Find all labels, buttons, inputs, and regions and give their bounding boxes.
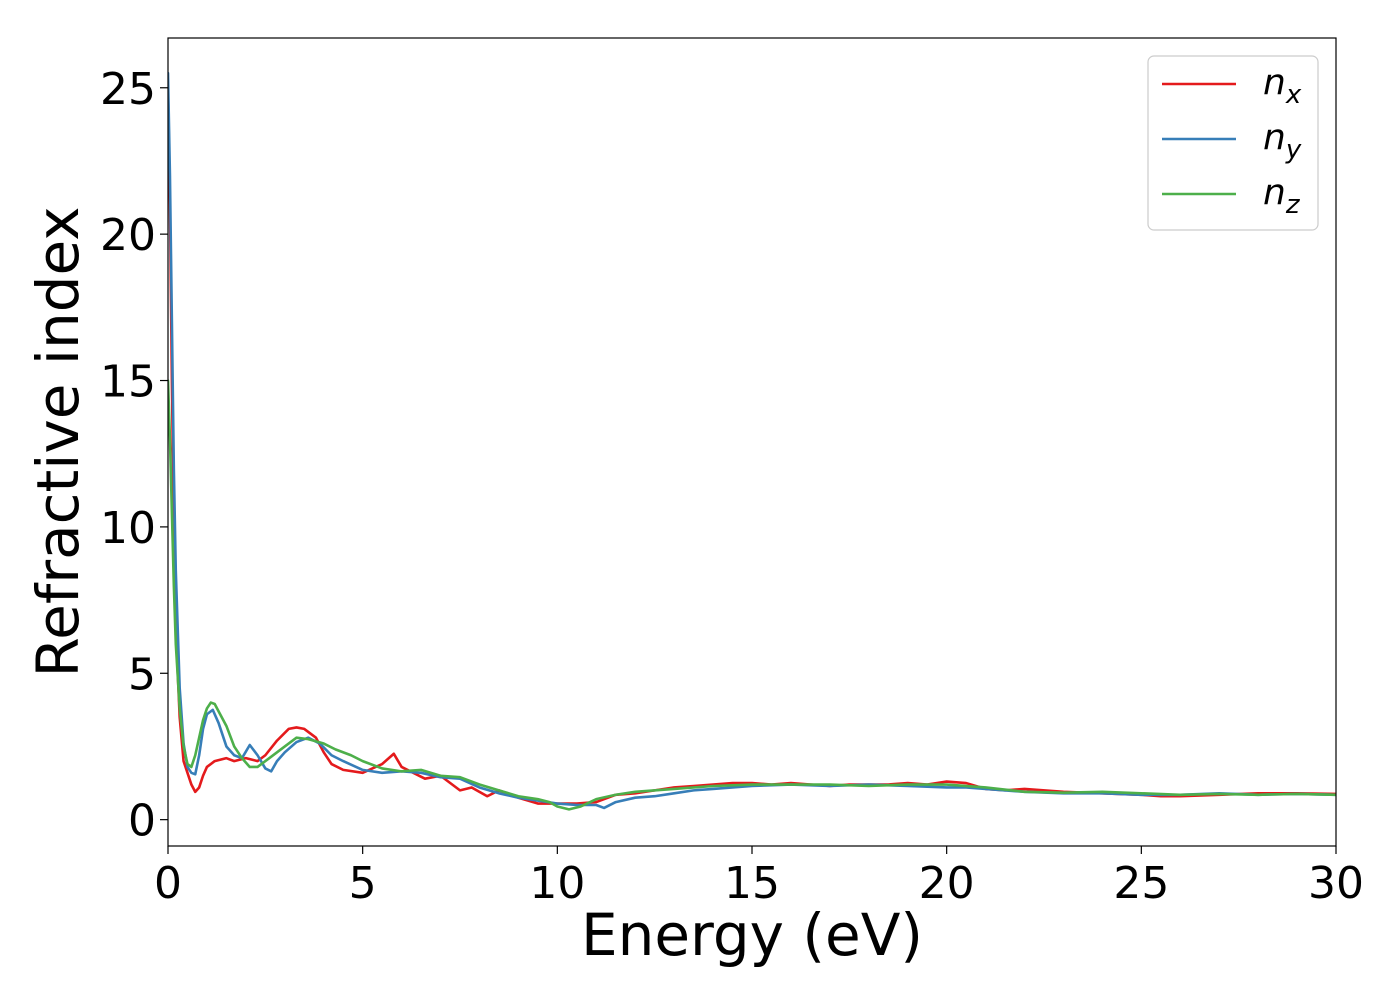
- y-tick-label: 20: [100, 210, 156, 261]
- legend-label-z: nz: [1263, 172, 1301, 220]
- legend-label-x: nx: [1263, 62, 1302, 110]
- y-tick-label: 5: [128, 649, 156, 700]
- series-line-x: [168, 86, 1336, 805]
- series-line-z: [168, 379, 1336, 811]
- x-tick-label: 15: [724, 858, 780, 909]
- x-tick-label: 0: [154, 858, 182, 909]
- series-line-y: [168, 71, 1336, 810]
- x-tick-label: 10: [529, 858, 585, 909]
- y-tick-label: 10: [100, 503, 156, 554]
- y-tick-label: 25: [100, 64, 156, 115]
- x-tick-label: 30: [1308, 858, 1364, 909]
- legend-box: [1147, 55, 1319, 231]
- x-tick-label: 20: [919, 858, 975, 909]
- legend-label-y: ny: [1263, 117, 1302, 165]
- series-layer: [168, 71, 1336, 811]
- y-axis-ticks: 0 5 10 15 20 25: [100, 64, 168, 847]
- y-tick-label: 0: [128, 796, 156, 847]
- y-axis-label: Refractive index: [24, 206, 92, 677]
- x-axis-label: Energy (eV): [581, 901, 923, 969]
- x-tick-label: 25: [1113, 858, 1169, 909]
- x-tick-label: 5: [349, 858, 377, 909]
- legend: nx ny nz: [1147, 55, 1319, 231]
- x-axis-ticks: 0 5 10 15 20 25 30: [154, 846, 1364, 909]
- y-tick-label: 15: [100, 357, 156, 408]
